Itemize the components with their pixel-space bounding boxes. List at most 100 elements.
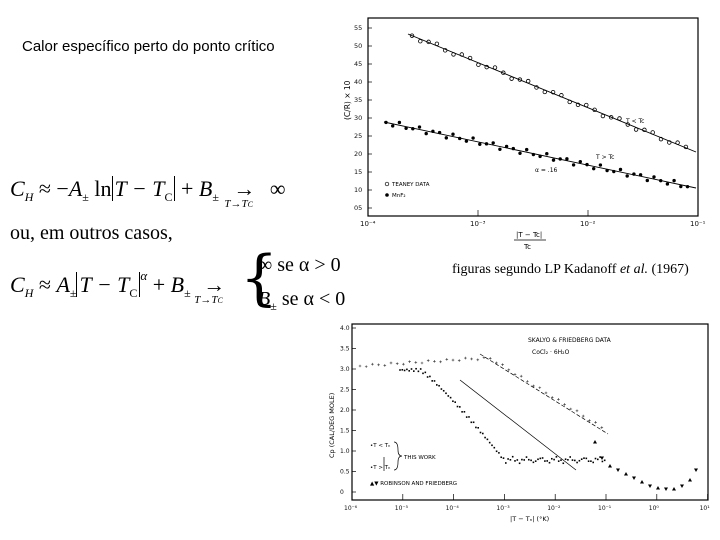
bottom-y-tick: 4.0 [340,325,350,332]
bottom-data-point-upper [507,368,511,372]
top-data-point-upper [484,64,489,70]
caption-main: figuras segundo LP Kadanoff [452,262,620,277]
bottom-data-point-lower [495,450,498,453]
bottom-x-tick: 10⁰ [649,505,660,512]
bottom-data-point-lower [484,436,486,439]
top-data-point-lower [484,142,489,146]
top-data-point-lower [665,182,670,186]
top-data-point-lower [471,136,475,140]
bottom-data-point-lower [505,462,507,464]
eq2-coef: A [56,272,70,297]
top-data-point-lower [679,184,683,189]
bottom-data-point-lower [560,459,562,461]
eq2-limit-arrow: → T→TC [194,272,232,306]
bottom-data-point-lower [597,458,599,461]
bottom-data-point-lower [594,457,597,460]
top-data-point-upper [476,62,481,67]
caption-year: (1967) [647,262,689,277]
eq1-approx: ≈ − [38,176,69,201]
top-legend-line2: MnF₂ [392,193,406,199]
bottom-data-point-lower [475,426,477,429]
bottom-data-point-lower [587,460,590,463]
bottom-data-point-lower [422,372,424,375]
top-data-point-lower [618,167,623,172]
bottom-data-point-upper [451,358,455,362]
bottom-fit-lower [459,379,577,471]
bottom-data-point-lower [509,459,512,461]
eq2-case2-b-sub: ± [270,299,277,313]
bottom-data-point-triangle [600,456,604,460]
eq2-lhs: C [10,272,25,297]
top-y-tick: 30 [354,114,362,122]
top-data-point-upper [625,122,630,127]
bottom-data-point-triangle [624,472,628,476]
top-data-point-lower [592,166,596,171]
bottom-data-point-upper [457,359,461,362]
bottom-data-point-upper [377,363,380,367]
bottom-data-point-lower [408,370,410,372]
bottom-data-point-lower [470,421,473,424]
bottom-data-point-lower [551,457,553,460]
bottom-data-point-triangle [608,464,612,468]
top-data-point-lower [632,172,636,176]
bottom-data-point-lower [603,459,606,462]
bottom-x-tick: 10⁻⁵ [395,505,409,512]
eq1-abs: T − TC [111,176,176,204]
top-y-label: (C/R) × 10 [343,80,352,120]
bottom-data-point-triangle [632,476,636,480]
top-data-point-upper [633,127,639,132]
bottom-data-point-triangle [648,484,652,488]
bottom-data-point-upper [408,360,411,364]
caption-italic: et al. [619,262,648,277]
bottom-data-point-lower [539,457,542,460]
top-data-point-lower [478,142,482,146]
top-data-point-upper [550,89,556,95]
bottom-fit-upper [479,353,609,435]
bottom-data-point-upper [482,356,486,360]
bottom-data-point-lower [486,438,489,441]
top-data-point-lower [672,178,676,183]
top-data-point-lower [685,184,690,189]
bottom-data-point-lower [537,458,539,461]
bottom-y-tick: 3.5 [340,346,350,353]
bottom-data-point-lower [433,380,436,382]
eq1-plus: + [175,176,199,201]
bottom-data-point-lower [488,441,491,444]
bottom-data-point-lower [516,459,519,461]
top-data-point-lower [545,152,549,156]
top-y-tick: 20 [354,150,362,158]
top-data-point-upper [426,39,431,45]
bottom-y-tick: 1.0 [340,448,350,455]
eq1-coef-sub: ± [82,190,89,204]
bottom-data-point-lower [601,460,604,463]
bottom-data-point-lower [576,461,578,464]
bottom-plot-frame [351,323,709,501]
bottom-data-point-upper [550,396,554,399]
bottom-data-point-upper [470,357,473,361]
top-x-label-num: |T − Tc| [516,231,542,239]
bottom-data-point-triangle [688,478,692,482]
top-data-point-upper [434,41,440,47]
eq1-ln: ln [88,176,112,201]
bottom-data-point-triangle [616,468,620,472]
top-x-label-den: Tc [523,243,531,251]
bottom-data-point-upper [544,391,548,395]
eq1-limit-sub: C [247,200,254,209]
bottom-data-point-triangle [656,486,660,490]
top-data-point-lower [659,178,663,183]
top-data-point-lower [384,120,388,125]
bottom-data-point-upper [414,361,418,364]
bottom-x-tick: 10⁻⁴ [446,505,460,512]
top-data-point-upper [559,93,564,98]
bottom-data-point-lower [431,380,433,382]
bottom-data-point-lower [454,401,456,403]
top-y-tick: 50 [354,42,362,50]
or-text: ou, em outros casos, [10,222,173,244]
top-data-point-upper [542,89,547,95]
bottom-data-point-lower [438,384,440,387]
top-y-tick: 40 [354,78,362,86]
bottom-y-label: Cp (CAL/DEG MOLE) [328,393,336,458]
bottom-data-point-triangle [694,468,698,472]
bottom-data-point-upper [594,421,597,424]
top-data-point-lower [417,125,422,129]
